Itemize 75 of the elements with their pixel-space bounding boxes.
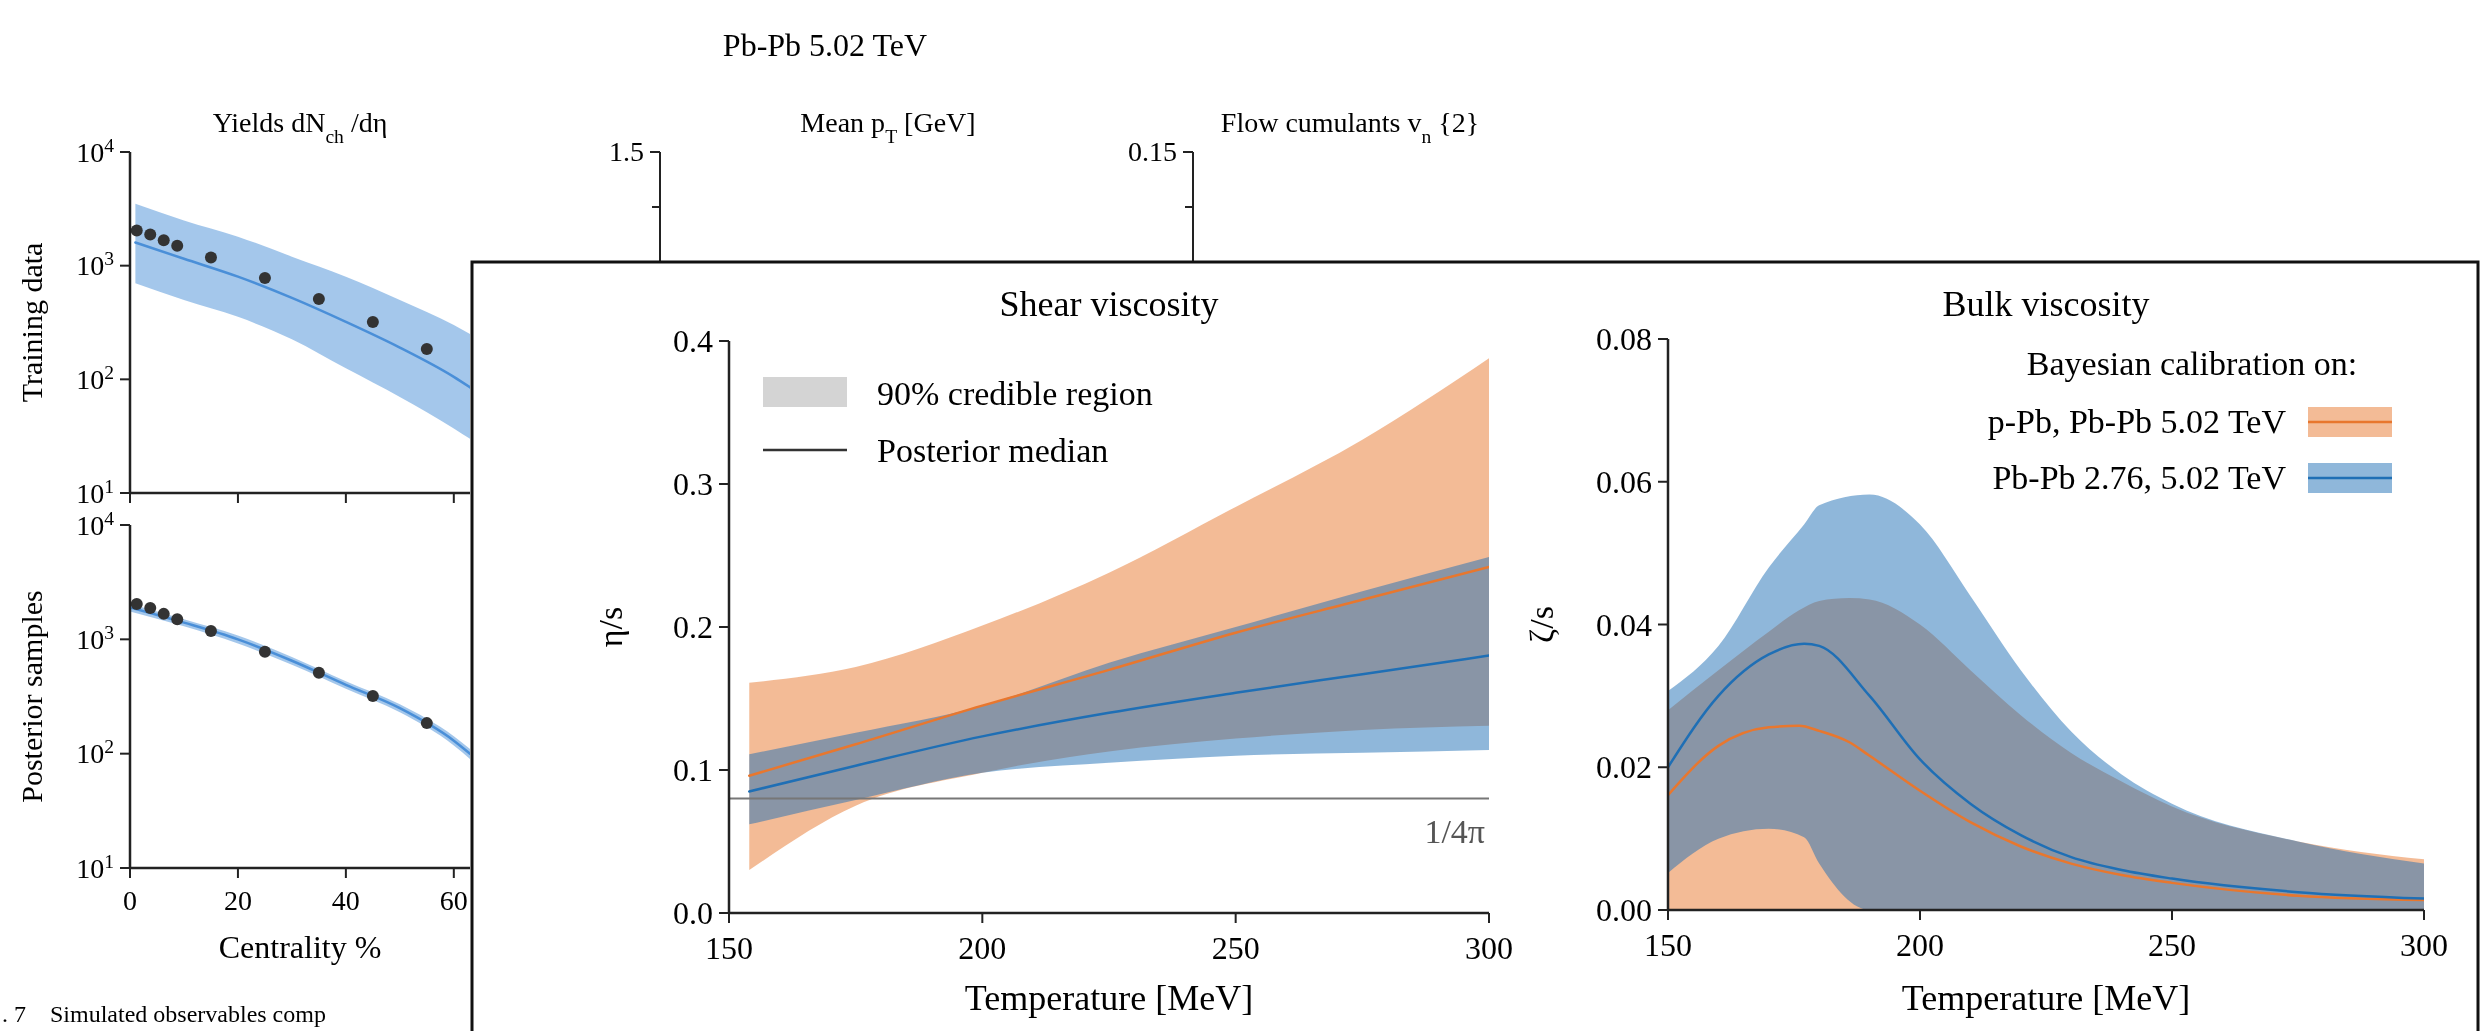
text: 0.15	[1128, 136, 1177, 167]
point	[258, 271, 271, 284]
y-tick-label: 10$^{2}$	[76, 735, 114, 770]
x-axis-title: Centrality %	[218, 929, 382, 965]
y-tick-label: 0.08	[1596, 321, 1652, 358]
y-tick-label: 10$^{1}$	[76, 475, 114, 509]
y-tick-label: 0.4	[673, 323, 713, 360]
y-tick-label: 0.3	[673, 466, 713, 503]
point	[130, 597, 143, 610]
point	[144, 228, 157, 241]
point	[420, 342, 433, 355]
x-tick-label: 250	[1211, 930, 1260, 966]
legend-label: p-Pb, Pb-Pb 5.02 TeV	[1987, 403, 2287, 440]
legend-label: Pb-Pb 2.76, 5.02 TeV	[1992, 459, 2287, 496]
x-tick-label: 200	[958, 930, 1007, 966]
annotation: Posterior median	[877, 432, 1109, 469]
x-axis-title: Temperature [MeV]	[964, 978, 1254, 1018]
y-tick-label: 0.02	[1596, 749, 1652, 786]
point	[312, 292, 325, 305]
text: . 7 Simulated observables comp	[2, 1001, 326, 1027]
text: Mean p$_{T}$ [GeV]	[800, 107, 976, 147]
x-tick-label: 200	[1896, 927, 1944, 963]
y-tick-label: 0.0	[673, 895, 713, 932]
line-series	[748, 654, 1489, 793]
point	[157, 234, 170, 247]
line-series	[748, 565, 1489, 777]
x-axis-title: Temperature [MeV]	[1901, 978, 2191, 1018]
text: 1.5	[609, 136, 644, 167]
y-tick-label: 0.04	[1596, 606, 1652, 643]
x-tick-label: 0	[123, 885, 137, 916]
x-tick-label: 20	[223, 885, 252, 916]
point	[366, 315, 379, 328]
y-tick-label: 10$^{1}$	[76, 850, 114, 884]
x-tick-label: 40	[331, 885, 360, 916]
point	[258, 645, 271, 658]
y-tick-label: 10$^{2}$	[76, 361, 114, 396]
chart-title: Yields dN$_{ch}$/dη	[212, 107, 388, 147]
x-tick-label: 60	[439, 885, 468, 916]
y-axis-title: Training data	[15, 242, 48, 403]
text: Flow cumulants v$_{n}${2}	[1220, 107, 1480, 147]
x-tick-label: 250	[2148, 927, 2196, 963]
point	[420, 717, 433, 730]
line-series	[1668, 724, 2424, 902]
y-tick-label: 0.00	[1596, 892, 1652, 929]
x-tick-label: 300	[1465, 930, 1513, 966]
y-tick-label: 10$^{4}$	[76, 134, 115, 168]
annotation: 90% credible region	[877, 375, 1153, 412]
x-tick-label: 150	[705, 930, 753, 966]
ref-line-label: 1/4π	[1424, 812, 1485, 850]
point	[312, 666, 325, 679]
x-tick-label: 300	[2400, 927, 2448, 963]
chart-title: Shear viscosity	[999, 284, 1219, 324]
point	[204, 625, 217, 638]
point	[366, 689, 379, 702]
y-tick-label: 0.06	[1596, 463, 1652, 500]
line-series	[1668, 642, 2424, 900]
y-axis-title: ζ/s	[1523, 606, 1560, 643]
chart-title: Bulk viscosity	[1942, 284, 2150, 324]
y-tick-label: 10$^{4}$	[76, 507, 115, 541]
point	[144, 601, 157, 614]
point	[204, 251, 217, 264]
point	[157, 607, 170, 620]
y-axis-title: η/s	[592, 606, 629, 648]
y-tick-label: 10$^{3}$	[76, 247, 115, 282]
y-tick-label: 0.2	[673, 609, 713, 646]
point	[171, 239, 184, 252]
legend-title: Bayesian calibration on:	[2026, 345, 2358, 382]
y-axis-title: Posterior samples	[15, 590, 48, 803]
point	[130, 224, 143, 237]
line-series	[134, 241, 470, 389]
point	[171, 613, 184, 626]
x-tick-label: 150	[1644, 927, 1692, 963]
y-tick-label: 10$^{3}$	[76, 621, 115, 656]
y-tick-label: 0.1	[673, 752, 713, 789]
text: Pb-Pb 5.02 TeV	[722, 27, 928, 63]
